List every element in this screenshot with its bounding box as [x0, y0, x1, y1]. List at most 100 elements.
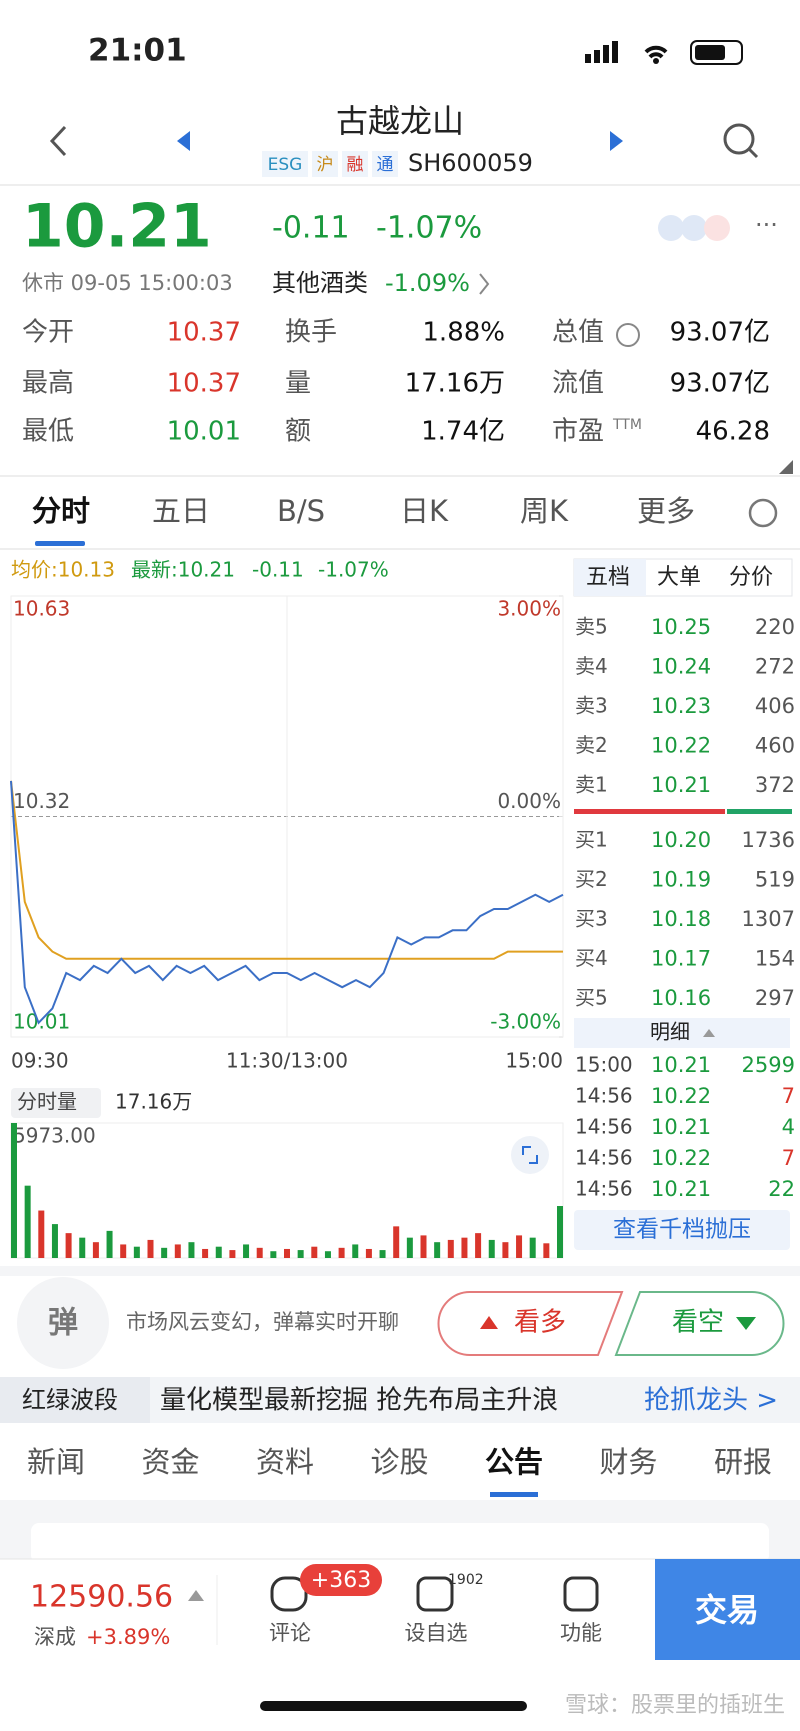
danmaku-icon-bg[interactable]	[17, 1277, 109, 1369]
book-tab[interactable]: 大单	[657, 565, 701, 590]
volume-bar	[297, 1250, 304, 1258]
book-price: 10.24	[651, 655, 711, 679]
book-price: 10.18	[651, 907, 711, 931]
volume-bar	[79, 1237, 86, 1258]
more-menu[interactable]: ···	[755, 211, 778, 239]
tab[interactable]: 分时	[32, 494, 90, 528]
stat-label: 量	[285, 369, 311, 399]
sector-arrow[interactable]	[479, 273, 490, 295]
tag: 沪	[317, 155, 334, 175]
volume-bar	[256, 1247, 263, 1258]
info-icon[interactable]	[616, 323, 640, 347]
prev-stock[interactable]	[177, 131, 190, 151]
volume-bar	[502, 1242, 509, 1258]
danmaku-icon: 弹	[48, 1306, 78, 1341]
x-tick-label: 15:00	[505, 1049, 563, 1073]
trade-button[interactable]	[655, 1559, 800, 1660]
book-price: 10.22	[651, 734, 711, 758]
news-tab[interactable]: 资料	[256, 1445, 314, 1479]
stat-value: 46.28	[696, 417, 770, 447]
back-button[interactable]	[49, 125, 67, 157]
y2-tick-label: 3.00%	[497, 597, 561, 621]
stat-label: 流值	[552, 369, 604, 399]
news-tab[interactable]: 研报	[714, 1445, 772, 1479]
tab[interactable]: 更多	[637, 494, 695, 528]
tab[interactable]: 日K	[400, 494, 449, 528]
search-button[interactable]	[723, 123, 755, 155]
tab[interactable]: 周K	[520, 494, 569, 528]
book-price: 10.17	[651, 947, 711, 971]
tab[interactable]: 五日	[152, 494, 210, 528]
x-tick-label: 09:30	[11, 1049, 69, 1073]
depth-button: 查看千档抛压	[613, 1217, 751, 1243]
volume-bar	[557, 1206, 563, 1258]
sector-name: 其他酒类	[272, 269, 368, 297]
stat-label: 换手	[285, 318, 337, 348]
comment-icon[interactable]	[270, 1576, 308, 1612]
detail-header-bg[interactable]	[574, 1018, 790, 1048]
stat-value: 93.07亿	[670, 318, 770, 348]
expand-button[interactable]	[511, 1136, 549, 1174]
banner-link[interactable]: 抢抓龙头 >	[644, 1386, 778, 1416]
book-label: 买1	[575, 828, 608, 852]
book-price: 10.25	[651, 615, 711, 639]
trade-volume: 7	[782, 1084, 795, 1108]
y-tick-label: 10.01	[13, 1010, 70, 1034]
trade-time: 14:56	[575, 1146, 633, 1170]
detail-arrow	[703, 1029, 715, 1037]
volume-bar	[215, 1246, 222, 1258]
battery-level	[695, 45, 725, 60]
tab[interactable]: B/S	[277, 494, 325, 528]
volume-bar	[147, 1239, 154, 1258]
news-tab[interactable]: 财务	[599, 1445, 657, 1479]
battery-icon	[690, 40, 743, 65]
news-tab[interactable]: 资金	[141, 1445, 199, 1479]
bear-label: 看空	[672, 1308, 724, 1338]
func-icon[interactable]	[563, 1576, 599, 1612]
book-volume: 519	[755, 868, 795, 892]
volume-bar	[24, 1185, 31, 1258]
bull-button[interactable]	[437, 1291, 624, 1356]
stat-label: 今开	[22, 318, 74, 348]
settings-icon[interactable]	[748, 498, 778, 528]
book-price: 10.23	[651, 694, 711, 718]
book-tab[interactable]: 分价	[729, 565, 773, 590]
y-tick-label: 10.63	[13, 597, 70, 621]
book-tab-active[interactable]	[574, 559, 646, 596]
next-stock[interactable]	[610, 131, 623, 151]
trade-label: 交易	[695, 1591, 759, 1629]
book-label: 买5	[575, 986, 608, 1010]
wifi-icon	[644, 45, 668, 59]
volume-bar	[420, 1235, 427, 1258]
news-tab[interactable]: 公告	[485, 1445, 543, 1479]
news-card	[31, 1523, 769, 1563]
trade-price: 10.22	[651, 1084, 711, 1108]
volume-bar	[161, 1247, 168, 1258]
banner-text[interactable]: 量化模型最新挖掘 抢先布局主升浪	[160, 1386, 558, 1416]
index-value[interactable]: 12590.56	[30, 1580, 173, 1615]
volume-bar	[543, 1243, 550, 1258]
depth-button-bg[interactable]	[574, 1210, 790, 1250]
watch-icon[interactable]	[416, 1576, 454, 1612]
book-volume: 372	[755, 773, 795, 797]
volume-title-bg[interactable]	[11, 1088, 101, 1118]
news-tab[interactable]: 新闻	[27, 1445, 85, 1479]
volume-bar	[352, 1244, 359, 1258]
trade-volume: 4	[782, 1115, 795, 1139]
volume-bar	[11, 1123, 17, 1258]
bear-button[interactable]	[614, 1291, 785, 1356]
book-tab[interactable]: 五档	[586, 565, 630, 590]
comment-label: 评论	[269, 1621, 311, 1645]
last-price: 10.21	[22, 192, 212, 262]
book-price: 10.20	[651, 828, 711, 852]
volume-bar	[324, 1251, 331, 1258]
volume-total: 17.16万	[115, 1090, 192, 1114]
comment-badge-bg	[300, 1564, 382, 1596]
stat-value: 1.88%	[422, 318, 505, 348]
stat-value: 10.01	[167, 417, 241, 447]
news-tab[interactable]: 诊股	[370, 1445, 428, 1479]
stat-value: 10.37	[167, 318, 241, 348]
volume-bar	[488, 1239, 495, 1258]
trade-price: 10.21	[651, 1115, 711, 1139]
